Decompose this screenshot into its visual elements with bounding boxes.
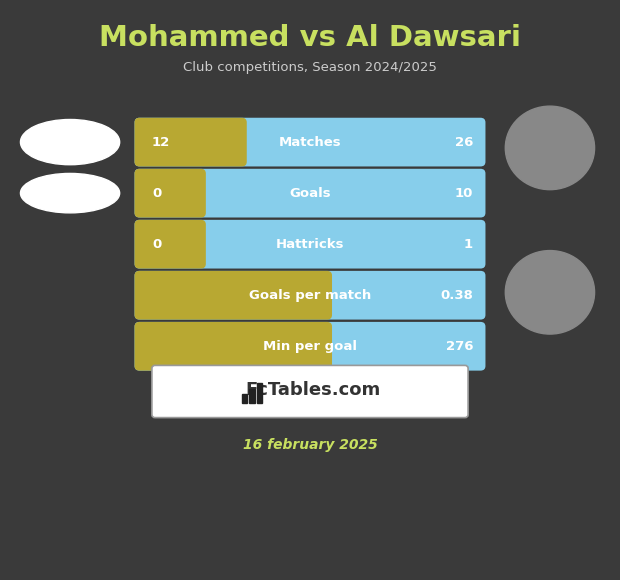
Circle shape (505, 106, 595, 190)
FancyBboxPatch shape (135, 169, 485, 218)
Bar (249, 389, 255, 403)
Bar (242, 394, 247, 403)
FancyBboxPatch shape (135, 220, 485, 269)
FancyBboxPatch shape (135, 220, 206, 269)
FancyBboxPatch shape (135, 271, 485, 320)
Text: Min per goal: Min per goal (263, 340, 357, 353)
FancyBboxPatch shape (152, 365, 468, 418)
Ellipse shape (20, 173, 120, 213)
FancyBboxPatch shape (135, 322, 332, 371)
Text: 0.38: 0.38 (440, 289, 473, 302)
Text: Hattricks: Hattricks (276, 238, 344, 251)
Text: 12: 12 (152, 136, 170, 148)
FancyBboxPatch shape (135, 322, 485, 371)
Text: 16 february 2025: 16 february 2025 (242, 438, 378, 452)
Ellipse shape (20, 119, 120, 165)
Bar (257, 383, 262, 403)
Text: Club competitions, Season 2024/2025: Club competitions, Season 2024/2025 (183, 61, 437, 74)
FancyBboxPatch shape (135, 118, 485, 166)
Text: 0: 0 (152, 238, 161, 251)
Text: 276: 276 (446, 340, 473, 353)
Circle shape (505, 251, 595, 334)
FancyBboxPatch shape (135, 271, 332, 320)
FancyBboxPatch shape (135, 169, 206, 218)
Text: 1: 1 (464, 238, 473, 251)
Text: FcTables.com: FcTables.com (246, 381, 381, 400)
Text: Matches: Matches (278, 136, 342, 148)
Text: Mohammed vs Al Dawsari: Mohammed vs Al Dawsari (99, 24, 521, 52)
Text: 26: 26 (454, 136, 473, 148)
Text: Goals per match: Goals per match (249, 289, 371, 302)
Text: Goals: Goals (289, 187, 331, 200)
Text: 10: 10 (454, 187, 473, 200)
Text: 0: 0 (152, 187, 161, 200)
FancyBboxPatch shape (135, 118, 247, 166)
